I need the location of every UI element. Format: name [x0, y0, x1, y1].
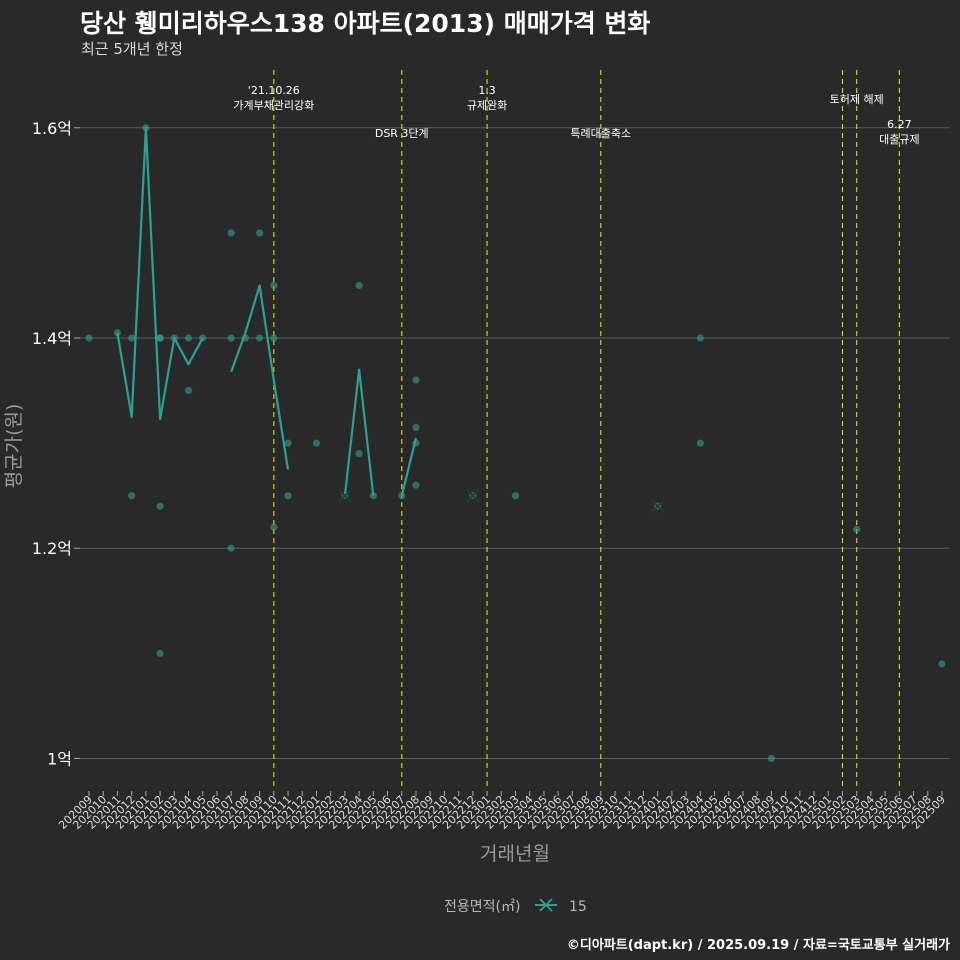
- grid-lines: [80, 127, 950, 759]
- data-point: [312, 439, 321, 447]
- event-label: 특례대출축소: [570, 127, 631, 140]
- event-label: 6.27: [887, 118, 912, 131]
- event-label: 규제완화: [467, 99, 507, 112]
- data-point: [241, 334, 249, 342]
- legend-item-label: 15: [569, 899, 587, 915]
- data-point: [284, 492, 292, 500]
- data-point: [398, 492, 406, 500]
- y-tick-label: 1억: [47, 749, 72, 768]
- data-point: [270, 523, 278, 531]
- series-points: [85, 124, 946, 763]
- data-point: [696, 439, 704, 447]
- series-line: [230, 284, 290, 470]
- y-axis-title: 평균가(원): [3, 404, 25, 489]
- legend-key-x-icon: [539, 898, 553, 912]
- data-point: [256, 334, 264, 342]
- x-marker-icon: [651, 499, 665, 513]
- event-label: 1.3: [478, 84, 496, 97]
- data-point: [355, 281, 363, 290]
- data-point: [156, 649, 164, 657]
- data-point: [227, 334, 235, 342]
- data-point: [270, 334, 278, 342]
- chart-subtitle: 최근 5개년 한정: [81, 40, 183, 58]
- x-axis-ticks: 2020092020102020112020122021012021022021…: [56, 791, 948, 832]
- y-tick-label: 1.2억: [32, 539, 72, 558]
- x-axis-title: 거래년월: [480, 843, 550, 865]
- data-point: [128, 492, 136, 500]
- data-point: [412, 376, 420, 384]
- data-point: [412, 423, 420, 431]
- y-axis-ticks: 1억 1.2억 1.4억 1.6억: [32, 119, 80, 768]
- x-marker-icon: [466, 489, 480, 503]
- event-label: 가계부채관리강화: [233, 99, 314, 112]
- data-point: [170, 334, 178, 342]
- data-point: [199, 334, 207, 342]
- y-tick-label: 1.4억: [32, 329, 72, 348]
- source-caption: ©디아파트(dapt.kr) / 2025.09.19 / 자료=국토교통부 실…: [566, 938, 950, 953]
- x-marker-icon: [338, 489, 352, 503]
- event-label: '21.10.26: [248, 84, 300, 97]
- series-x-markers: [338, 489, 665, 513]
- data-point: [256, 229, 264, 237]
- data-point: [696, 334, 704, 342]
- data-point: [128, 334, 136, 342]
- y-tick-label: 1.6억: [32, 119, 72, 138]
- data-point: [184, 334, 193, 342]
- data-point: [227, 229, 235, 237]
- series-line: [343, 368, 375, 496]
- data-point: [369, 492, 377, 500]
- data-point: [113, 329, 122, 337]
- series-line: [400, 437, 418, 496]
- data-point: [355, 450, 363, 458]
- event-label: 대출규제: [879, 133, 919, 146]
- chart-title: 당산 휑미리하우스138 아파트(2013) 매매가격 변화: [80, 9, 651, 38]
- data-point: [284, 439, 292, 447]
- data-point: [85, 334, 93, 342]
- series-line: [116, 126, 204, 421]
- series-lines: [116, 126, 418, 496]
- data-point: [156, 334, 164, 342]
- data-point: [511, 492, 520, 500]
- event-lines: [273, 70, 900, 790]
- data-point: [156, 502, 164, 510]
- data-point: [227, 544, 235, 552]
- data-point: [270, 281, 278, 290]
- data-point: [142, 124, 150, 132]
- data-point: [412, 439, 420, 447]
- data-point: [184, 386, 193, 395]
- data-point: [938, 660, 946, 668]
- event-label: 토허제 해제: [830, 92, 884, 106]
- legend: 전용면적(㎡) 15: [444, 898, 587, 915]
- data-point: [412, 481, 420, 489]
- data-point: [767, 754, 776, 763]
- data-point: [853, 525, 861, 533]
- event-label: DSR 3단계: [375, 127, 429, 140]
- legend-title: 전용면적(㎡): [444, 899, 520, 915]
